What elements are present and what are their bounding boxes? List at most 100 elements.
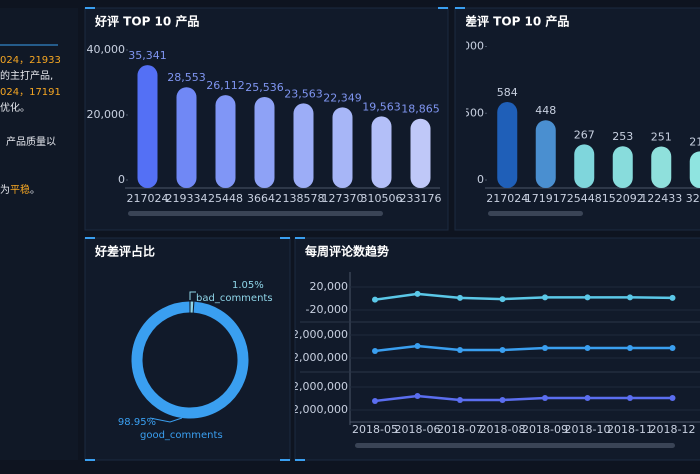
x-tick-label: 2018-05 xyxy=(352,423,398,436)
x-tick-label: 127370 xyxy=(322,192,364,205)
scrollbar[interactable] xyxy=(355,443,675,448)
point xyxy=(500,347,506,353)
point xyxy=(627,345,633,351)
value-label: 22,349 xyxy=(323,91,362,104)
point xyxy=(457,347,463,353)
x-tick-label: 2018-07 xyxy=(437,423,483,436)
side-text: 。 xyxy=(30,185,40,196)
y-tick-label: 0 xyxy=(118,173,125,186)
y-tick-label: 500 xyxy=(463,106,484,119)
value-label: 98.95% xyxy=(118,417,156,428)
bar xyxy=(255,97,275,188)
y-tick-label: 2,000,000 xyxy=(292,328,348,341)
x-tick-label: 36642 xyxy=(247,192,282,205)
value-label: 23,563 xyxy=(284,87,323,100)
side-text: 优化。 xyxy=(0,101,30,114)
bar xyxy=(497,102,517,188)
value-label: 448 xyxy=(535,104,556,117)
value-label: 584 xyxy=(497,86,518,99)
chart-title: 差评 TOP 10 产品 xyxy=(464,14,569,29)
point xyxy=(457,295,463,301)
value-label: 214 xyxy=(689,135,700,148)
point xyxy=(585,345,591,351)
value-label: 253 xyxy=(612,130,633,143)
side-text: 产品质量以 xyxy=(6,135,56,148)
point xyxy=(415,291,421,297)
y-tick-label: 20,000 xyxy=(87,108,126,121)
side-text: 024，17191 xyxy=(0,87,61,98)
x-tick-label: 233176 xyxy=(400,192,442,205)
chart-title: 好评 TOP 10 产品 xyxy=(94,14,199,29)
bar xyxy=(536,120,556,188)
point xyxy=(542,294,548,300)
value-label: 1.05% xyxy=(232,280,264,291)
bar xyxy=(138,65,158,188)
x-tick-label: 217024 xyxy=(486,192,528,205)
bar xyxy=(651,146,671,188)
bar xyxy=(333,107,353,188)
y-tick-label: 20,000 xyxy=(310,280,349,293)
side-text: 为 xyxy=(0,184,10,196)
x-tick-label: 25448 xyxy=(208,192,243,205)
value-label: 19,563 xyxy=(362,100,401,113)
value-label: 25,536 xyxy=(245,81,284,94)
point xyxy=(585,294,591,300)
y-tick-label: 0 xyxy=(477,173,484,186)
value-label: 35,341 xyxy=(128,49,167,62)
x-tick-label: 2018-08 xyxy=(480,423,526,436)
point xyxy=(585,395,591,401)
category-label: bad_comments xyxy=(196,293,273,304)
point xyxy=(415,393,421,399)
point xyxy=(670,395,676,401)
bar xyxy=(216,95,236,188)
bar xyxy=(177,87,197,188)
bar xyxy=(294,103,314,188)
chart-title: 每周评论数趋势 xyxy=(305,244,389,259)
y-tick-label: -2,000,000 xyxy=(288,403,348,416)
side-text: 平稳 xyxy=(10,183,30,196)
bar xyxy=(574,144,594,188)
value-label: 26,112 xyxy=(206,79,245,92)
point xyxy=(372,348,378,354)
scrollbar[interactable] xyxy=(128,211,383,216)
bar xyxy=(613,146,633,188)
x-tick-label: 2018-06 xyxy=(395,423,441,436)
point xyxy=(415,343,421,349)
side-text: 的主打产品, xyxy=(0,69,53,82)
point xyxy=(542,395,548,401)
x-tick-label: 2018-12 xyxy=(650,423,696,436)
point xyxy=(627,395,633,401)
x-tick-label: 310506 xyxy=(361,192,403,205)
point xyxy=(627,294,633,300)
category-label: good_comments xyxy=(140,430,223,441)
x-tick-label: 2018-10 xyxy=(565,423,611,436)
point xyxy=(457,397,463,403)
x-tick-label: 2018-09 xyxy=(522,423,568,436)
bar xyxy=(690,151,700,188)
y-tick-label: -2,000,000 xyxy=(288,351,348,364)
point xyxy=(500,296,506,302)
point xyxy=(670,295,676,301)
x-tick-label: 217024 xyxy=(127,192,169,205)
panel xyxy=(85,238,290,460)
x-tick-label: 152092 xyxy=(602,192,644,205)
value-label: 251 xyxy=(651,130,672,143)
bar xyxy=(411,119,431,188)
x-tick-label: 25448 xyxy=(567,192,602,205)
y-tick-label: 40,000 xyxy=(87,43,126,56)
bar xyxy=(372,116,392,188)
x-tick-label: 138578 xyxy=(283,192,325,205)
value-label: 18,865 xyxy=(401,103,440,116)
scrollbar[interactable] xyxy=(488,211,583,216)
x-tick-label: 171917 xyxy=(525,192,567,205)
point xyxy=(500,397,506,403)
x-tick-label: 3271 xyxy=(686,192,700,205)
point xyxy=(372,398,378,404)
value-label: 267 xyxy=(574,128,595,141)
x-tick-label: 2018-11 xyxy=(607,423,653,436)
x-tick-label: 122433 xyxy=(640,192,682,205)
side-text: 024，21933 xyxy=(0,55,61,66)
y-tick-label: -20,000 xyxy=(306,303,348,316)
chart-title: 好差评占比 xyxy=(94,244,155,259)
